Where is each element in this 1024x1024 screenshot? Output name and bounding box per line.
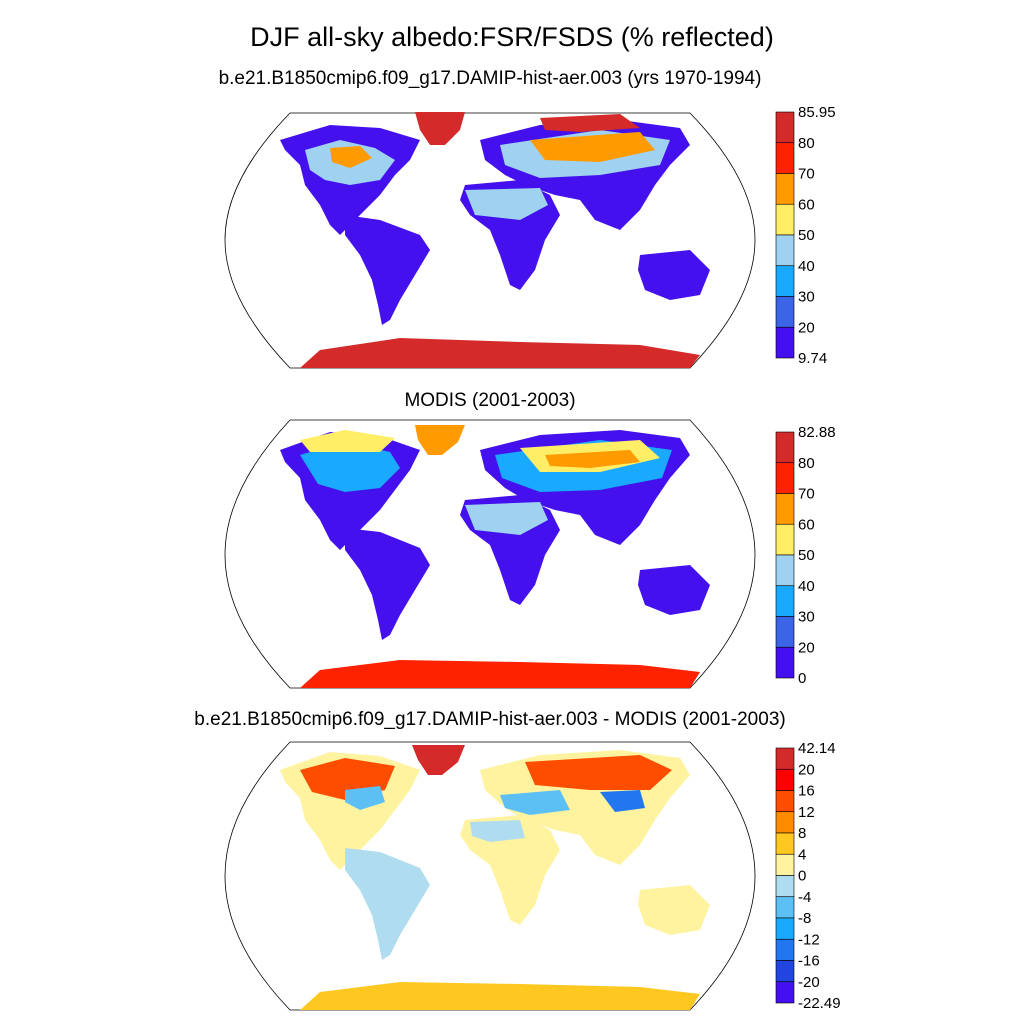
colorbar-swatch xyxy=(775,493,795,525)
colorbar-swatch xyxy=(775,768,795,791)
colorbar-tick-label: 12 xyxy=(798,804,815,821)
land-africa-neg xyxy=(470,820,525,842)
map-model xyxy=(224,112,756,369)
land-antarctica xyxy=(300,660,700,688)
colorbar-tick-label: 4 xyxy=(798,846,806,863)
land-eurasia-high xyxy=(530,132,655,162)
land-africa xyxy=(460,815,560,925)
colorbar-swatch xyxy=(775,981,795,1004)
colorbar-tick-label: 50 xyxy=(798,227,815,244)
colorbar-tick-label: 70 xyxy=(798,166,815,183)
colorbar-model: 85.95 80 70 60 50 40 30 20 9.74 xyxy=(775,104,836,367)
colorbar-swatch xyxy=(775,960,795,983)
land-north-america-neg xyxy=(345,786,385,810)
colorbar-tick-label: 8 xyxy=(798,825,806,842)
panel-3-title: b.e21.B1850cmip6.f09_g17.DAMIP-hist-aer.… xyxy=(194,709,786,730)
colorbar-tick-label: 16 xyxy=(798,783,815,800)
colorbar-tick-label: 42.14 xyxy=(798,740,836,757)
colorbar-swatch xyxy=(775,646,795,679)
land-antarctica xyxy=(300,982,700,1010)
panel-1-title: b.e21.B1850cmip6.f09_g17.DAMIP-hist-aer.… xyxy=(218,68,762,89)
colorbar-tick-label: 80 xyxy=(798,135,815,152)
colorbar-swatch xyxy=(775,326,795,359)
map-diff xyxy=(224,741,756,1011)
land-greenland xyxy=(415,112,465,145)
colorbar-swatch xyxy=(775,265,795,297)
land-south-america xyxy=(345,215,430,325)
panel-2-title: MODIS (2001-2003) xyxy=(404,390,576,411)
land-south-america xyxy=(345,528,430,640)
land-eurasia-pos xyxy=(525,755,672,790)
colorbar-swatch xyxy=(775,790,795,813)
colorbar-swatch xyxy=(775,832,795,855)
colorbar-tick-label: 60 xyxy=(798,196,815,213)
figure-title: DJF all-sky albedo:FSR/FSDS (% reflected… xyxy=(250,22,774,52)
colorbar-tick-label: 0 xyxy=(798,868,806,885)
land-australia xyxy=(638,885,710,935)
land-eurasia-neg2 xyxy=(500,790,570,815)
land-north-america-snow-core xyxy=(330,146,372,168)
colorbar-tick-label: 40 xyxy=(798,258,815,275)
land-africa-sahara xyxy=(465,502,548,535)
colorbar-tick-label: 85.95 xyxy=(798,104,836,121)
colorbar-swatch xyxy=(775,616,795,648)
colorbar-swatch xyxy=(775,875,795,898)
colorbar-tick-label: -16 xyxy=(798,953,820,970)
land-greenland xyxy=(415,425,465,455)
colorbar-swatch xyxy=(775,811,795,834)
colorbar-swatch xyxy=(775,747,795,770)
colorbar-tick-label: -4 xyxy=(798,889,811,906)
colorbar-tick-label: 60 xyxy=(798,516,815,533)
colorbar-tick-label: -22.49 xyxy=(798,995,841,1012)
land-africa-sahara xyxy=(465,188,548,220)
land-south-america xyxy=(345,848,430,960)
colorbar-tick-label: 40 xyxy=(798,578,815,595)
colorbar-tick-label: 50 xyxy=(798,547,815,564)
land-greenland xyxy=(412,745,465,775)
colorbar-tick-label: 20 xyxy=(798,639,815,656)
colorbar-swatch xyxy=(775,523,795,556)
colorbar-swatch xyxy=(775,111,795,144)
colorbar-tick-label: 30 xyxy=(798,289,815,306)
colorbar-diff: 42.14 20 16 12 8 4 0 -4 -8 -12 -16 -20 -22.49 xyxy=(775,740,841,1012)
colorbar-swatch xyxy=(775,462,795,494)
colorbar-swatch xyxy=(775,296,795,328)
colorbar-swatch xyxy=(775,142,795,174)
colorbar-tick-label: 80 xyxy=(798,455,815,472)
map-obs xyxy=(224,419,756,689)
colorbar-swatch xyxy=(775,554,795,587)
colorbar-tick-label: -8 xyxy=(798,910,811,927)
colorbar-swatch xyxy=(775,938,795,961)
colorbar-swatch xyxy=(775,585,795,617)
land-australia xyxy=(638,565,710,615)
colorbar-tick-label: 9.74 xyxy=(798,350,827,367)
colorbar-swatch xyxy=(775,234,795,267)
colorbar-tick-label: -12 xyxy=(798,931,820,948)
colorbar-tick-label: 0 xyxy=(798,670,806,687)
land-eurasia-peak xyxy=(540,114,640,132)
colorbar-tick-label: 20 xyxy=(798,761,815,778)
colorbar-tick-label: 70 xyxy=(798,486,815,503)
colorbar-tick-label: 82.88 xyxy=(798,424,836,441)
land-north-america-snow xyxy=(300,442,400,492)
land-eurasia-neg xyxy=(600,790,645,812)
colorbar-swatch xyxy=(775,431,795,464)
colorbar-swatch xyxy=(775,853,795,876)
colorbar-tick-label: 30 xyxy=(798,609,815,626)
land-antarctica xyxy=(300,338,700,368)
colorbar-tick-label: 20 xyxy=(798,319,815,336)
land-australia xyxy=(638,250,710,300)
colorbar-tick-label: -20 xyxy=(798,974,820,991)
colorbar-swatch xyxy=(775,896,795,919)
colorbar-swatch xyxy=(775,203,795,236)
land-eurasia-peak xyxy=(545,450,640,468)
land-north-america-high xyxy=(300,430,395,452)
colorbar-obs: 82.88 80 70 60 50 40 30 20 0 xyxy=(775,424,836,687)
colorbar-swatch xyxy=(775,173,795,205)
colorbar-swatch xyxy=(775,917,795,940)
